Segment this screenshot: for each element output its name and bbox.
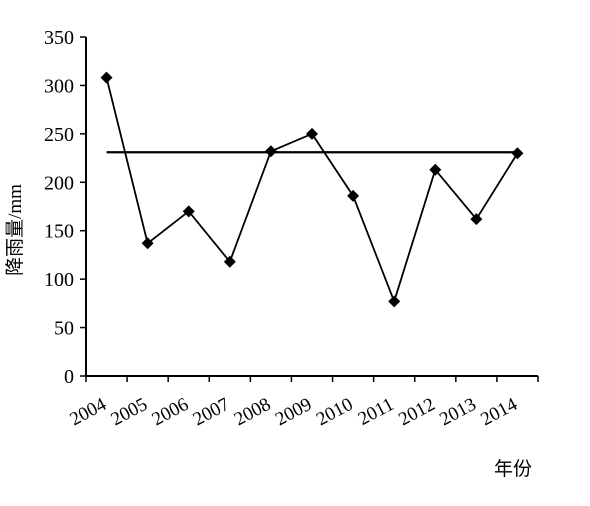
y-tick-label: 350 [44,27,74,49]
y-tick-label: 250 [44,124,74,146]
x-tick-label: 2007 [190,394,233,430]
labels: 降雨量/mm 年份 [4,184,532,480]
data-point-marker [429,163,442,176]
y-axis-title: 降雨量/mm [4,184,26,276]
data-point-marker [100,71,113,84]
data-point-marker [182,205,195,218]
x-tick-label: 2008 [231,394,274,430]
y-tick-label: 50 [54,318,74,340]
x-tick-label: 2005 [108,394,151,430]
x-tick-label: 2014 [477,394,521,431]
series-group [100,71,524,308]
axes [85,37,538,377]
data-point-marker [388,295,401,308]
y-tick-label: 100 [44,269,74,291]
x-tick-label: 2013 [436,394,479,430]
x-axis-title: 年份 [494,458,532,480]
data-point-marker [223,255,236,268]
data-point-marker [511,147,524,160]
x-tick-label: 2006 [149,394,192,430]
x-tick-label: 2011 [355,394,398,430]
y-tick-label: 300 [44,75,74,97]
data-point-marker [264,145,277,158]
x-tick-label: 2010 [313,394,356,430]
data-point-marker [347,189,360,202]
x-tick-label: 2009 [272,394,315,430]
y-tick-label: 200 [44,172,74,194]
data-point-marker [141,237,154,250]
data-point-marker [470,213,483,226]
x-tick-label: 2012 [395,394,438,430]
series-line [105,77,519,305]
y-tick-label: 0 [64,366,74,388]
x-tick-label: 2004 [66,394,110,431]
y-tick-label: 150 [44,221,74,243]
ticks: 0501001502002503003502004200520062007200… [44,27,539,431]
data-point-marker [306,127,318,140]
